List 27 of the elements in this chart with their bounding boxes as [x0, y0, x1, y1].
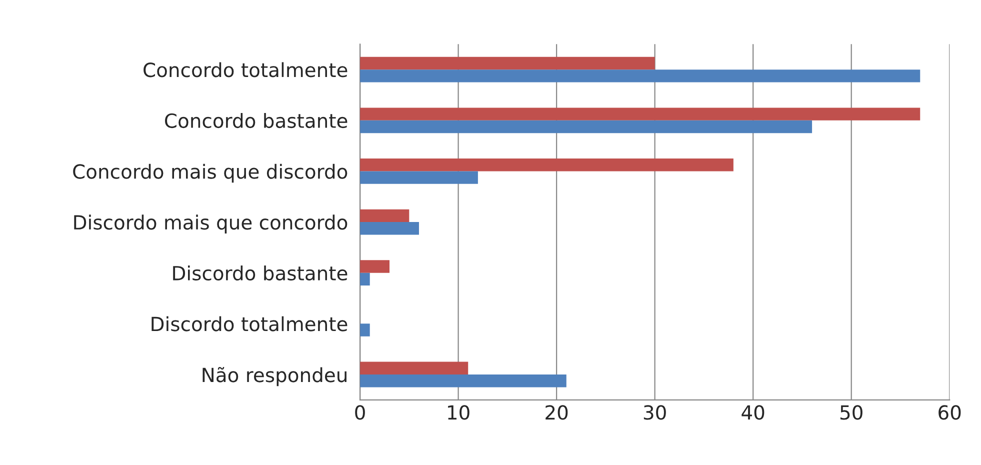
y-tick-label: Não respondeu	[202, 366, 346, 386]
x-tick-label: 60	[938, 405, 961, 420]
bar	[360, 374, 566, 388]
bar	[360, 222, 419, 235]
bar	[360, 209, 410, 222]
bar	[360, 260, 390, 273]
bar	[360, 56, 655, 70]
y-tick-label: Discordo totalmente	[152, 316, 348, 332]
y-tick-label: Concordo bastante	[165, 113, 348, 128]
bar	[360, 324, 370, 336]
x-tick-label: 10	[448, 405, 470, 420]
y-tick-label: Concordo totalmente	[144, 62, 348, 78]
y-tick-label: Discordo bastante	[173, 265, 348, 281]
x-tick-label: 20	[546, 405, 568, 420]
bar	[360, 171, 478, 184]
x-tick-label: 40	[742, 405, 764, 420]
y-tick-label: Discordo mais que concordo	[74, 214, 348, 234]
bar	[360, 108, 920, 120]
x-tick-label: 50	[840, 405, 862, 420]
bar	[360, 70, 920, 82]
y-tick-label: Concordo mais que discordo	[73, 164, 348, 183]
x-tick-label: 0	[355, 405, 365, 420]
bar	[360, 362, 468, 374]
bar	[360, 120, 812, 134]
bar	[360, 158, 734, 172]
x-tick-label: 30	[644, 405, 666, 420]
bar	[360, 272, 370, 286]
